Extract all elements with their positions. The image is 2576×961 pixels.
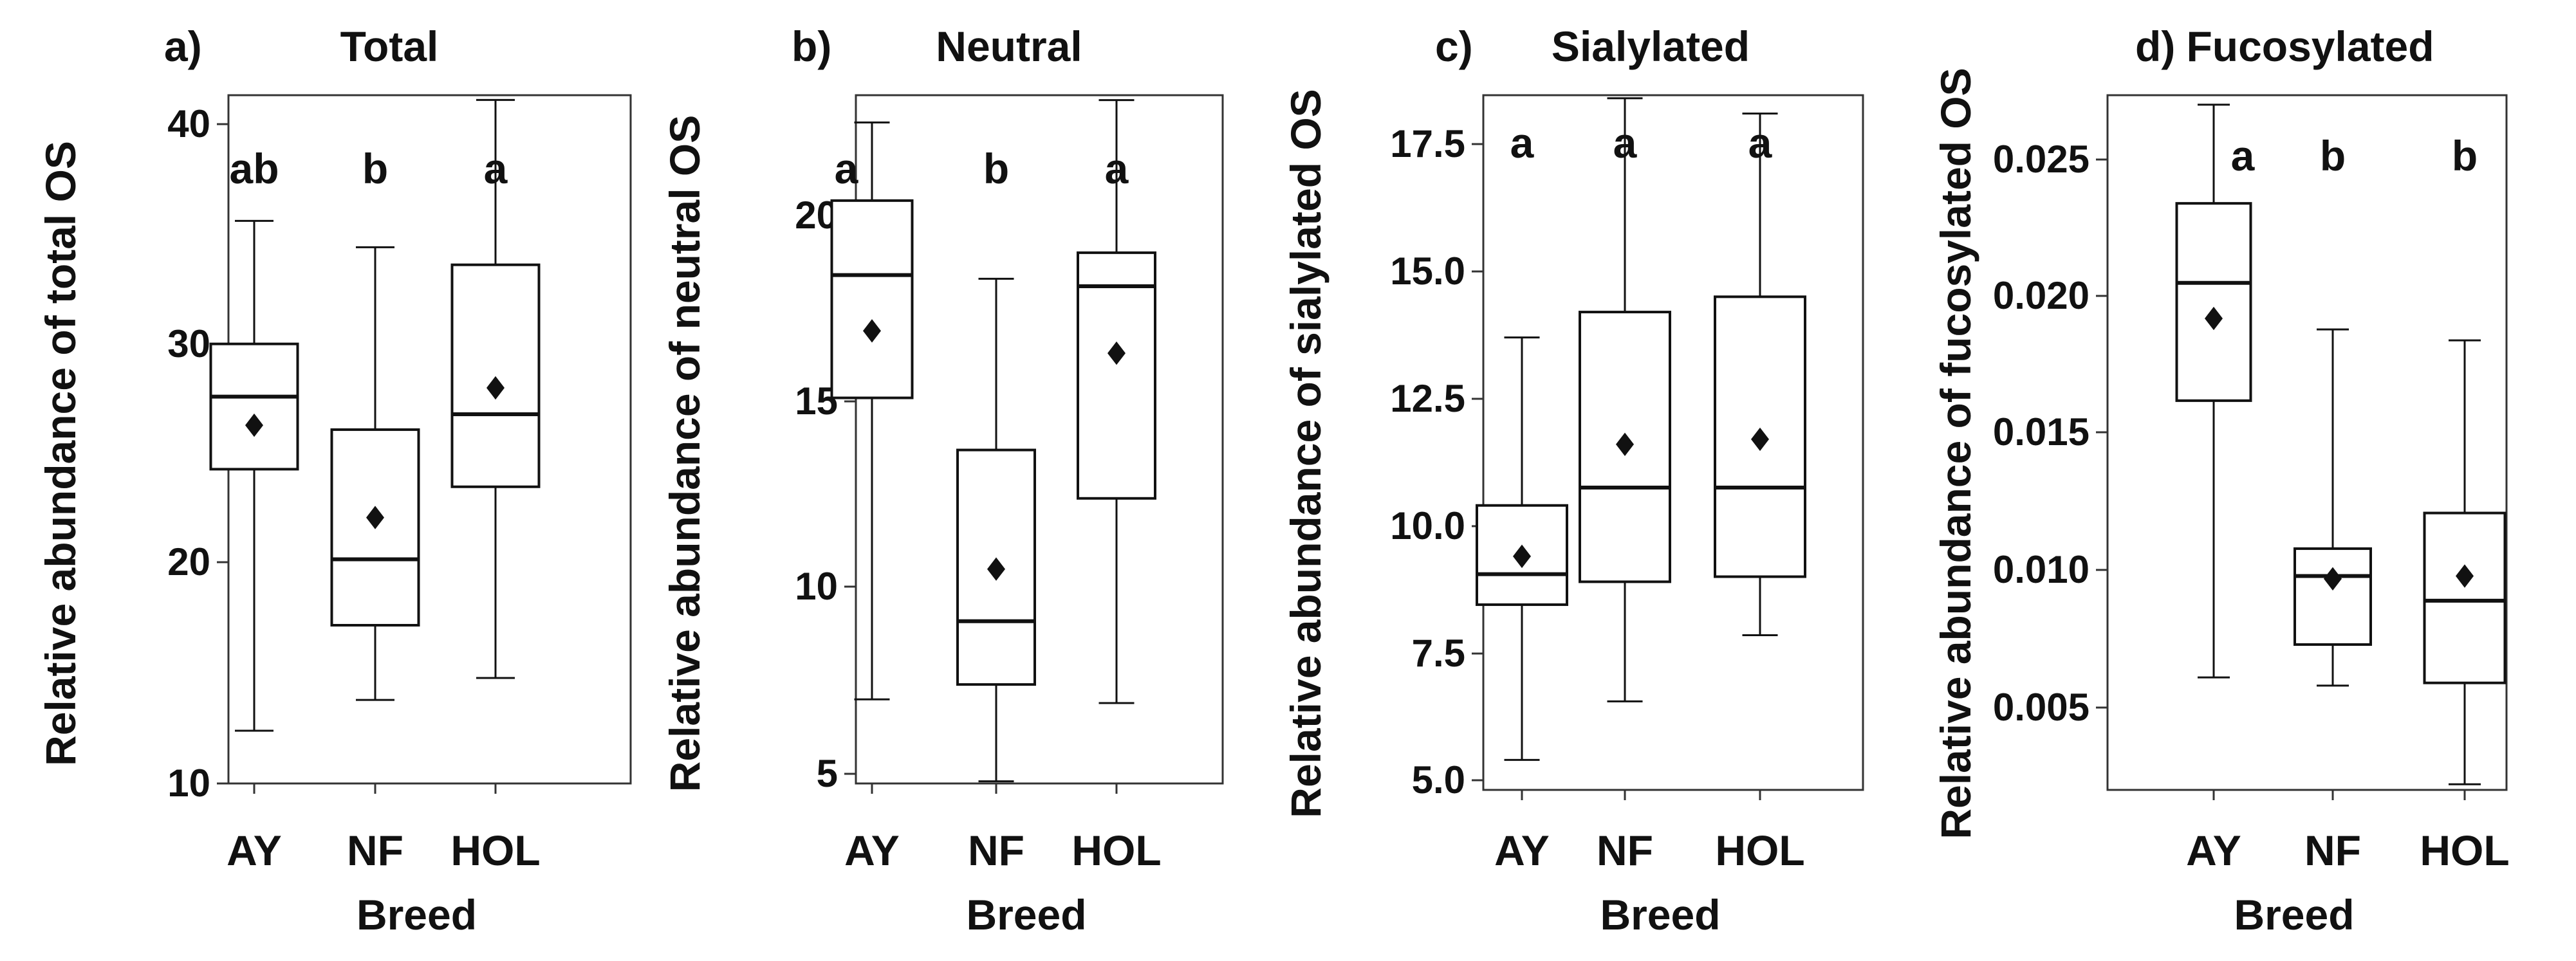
mean-marker <box>987 557 1005 581</box>
mean-marker <box>2205 306 2223 331</box>
significance-letter: a <box>1510 119 1535 167</box>
y-tick-label: 5.0 <box>1412 758 1465 801</box>
significance-letter: a <box>484 145 508 192</box>
mean-marker <box>2324 567 2342 590</box>
y-tick-label: 10 <box>795 565 838 608</box>
x-tick-label: AY <box>1494 827 1550 874</box>
x-tick-label: NF <box>968 827 1024 874</box>
x-tick-label: NF <box>2304 827 2361 874</box>
panel-label-3: c) <box>1435 23 1473 70</box>
panel-label-2: b) <box>792 23 831 70</box>
x-tick-label: NF <box>1597 827 1653 874</box>
x-axis-label-2: Breed <box>966 891 1086 938</box>
y-axis-label-4: Relative abundance of fucosylated OS <box>1932 68 1979 839</box>
y-tick-label: 0.010 <box>1993 548 2090 591</box>
box-iqr <box>209 342 299 471</box>
mean-marker <box>2456 564 2474 588</box>
mean-marker <box>1751 427 1769 452</box>
panel-label-4: d) <box>2135 23 2175 70</box>
x-axis-label-4: Breed <box>2234 891 2354 938</box>
box-iqr <box>2175 202 2252 402</box>
y-tick-label: 0.005 <box>1993 686 2090 729</box>
y-axis-label-3: Relative abundance of sialylated OS <box>1282 89 1330 818</box>
significance-letter: a <box>2231 132 2256 179</box>
mean-marker <box>245 413 263 437</box>
x-tick-label: AY <box>227 827 282 874</box>
mean-marker <box>863 319 881 343</box>
panel-label-1: a) <box>164 23 202 70</box>
box-iqr <box>1077 251 1156 500</box>
y-tick-label: 15.0 <box>1390 250 1465 293</box>
mean-marker <box>1616 432 1634 457</box>
chart-title-4: Fucosylated <box>2186 23 2434 70</box>
x-axis-label-1: Breed <box>357 891 477 938</box>
box-iqr <box>830 199 914 399</box>
chart-title-1: Total <box>340 23 439 70</box>
significance-letter: ab <box>229 145 279 192</box>
significance-letter: a <box>1105 145 1129 192</box>
y-tick-label: 12.5 <box>1390 377 1465 420</box>
y-tick-label: 5 <box>817 752 838 795</box>
significance-letter: a <box>835 145 859 192</box>
chart-title-3: Sialylated <box>1552 23 1750 70</box>
x-tick-label: HOL <box>1715 827 1804 874</box>
x-axis-label-3: Breed <box>1600 891 1720 938</box>
x-tick-label: HOL <box>2420 827 2509 874</box>
y-axis-label-2: Relative abundance of neutral OS <box>661 115 709 792</box>
mean-marker <box>366 506 384 529</box>
y-tick-label: 40 <box>167 102 210 145</box>
mean-marker <box>1513 544 1531 569</box>
x-tick-label: HOL <box>1071 827 1161 874</box>
y-tick-label: 10.0 <box>1390 504 1465 547</box>
plot-frame-3 <box>1482 94 1864 791</box>
mean-marker <box>486 376 505 400</box>
x-tick-label: AY <box>844 827 900 874</box>
plot-frame-4 <box>2106 94 2508 791</box>
significance-letter: b <box>362 145 388 192</box>
significance-letter: b <box>983 145 1009 192</box>
chart-title-2: Neutral <box>936 23 1082 70</box>
y-tick-label: 17.5 <box>1390 122 1465 165</box>
y-axis-label-1: Relative abundance of total OS <box>37 141 84 766</box>
y-tick-label: 10 <box>167 762 210 805</box>
significance-letter: a <box>1613 119 1638 167</box>
box-iqr <box>2423 511 2507 684</box>
y-tick-label: 20 <box>167 540 210 583</box>
significance-letter: a <box>1748 119 1773 167</box>
y-tick-label: 0.025 <box>1993 138 2090 181</box>
mean-marker <box>1107 341 1126 365</box>
y-tick-label: 0.020 <box>1993 274 2090 317</box>
y-tick-label: 7.5 <box>1412 632 1465 675</box>
x-tick-label: AY <box>2186 827 2241 874</box>
x-tick-label: NF <box>347 827 403 874</box>
box-iqr <box>2293 547 2372 646</box>
x-tick-label: HOL <box>450 827 540 874</box>
plot-frame-2 <box>855 94 1224 785</box>
significance-letter: b <box>2452 132 2478 179</box>
y-tick-label: 0.015 <box>1993 410 2090 453</box>
box-iqr <box>450 263 541 488</box>
y-tick-label: 30 <box>167 322 210 365</box>
significance-letter: b <box>2320 132 2346 179</box>
